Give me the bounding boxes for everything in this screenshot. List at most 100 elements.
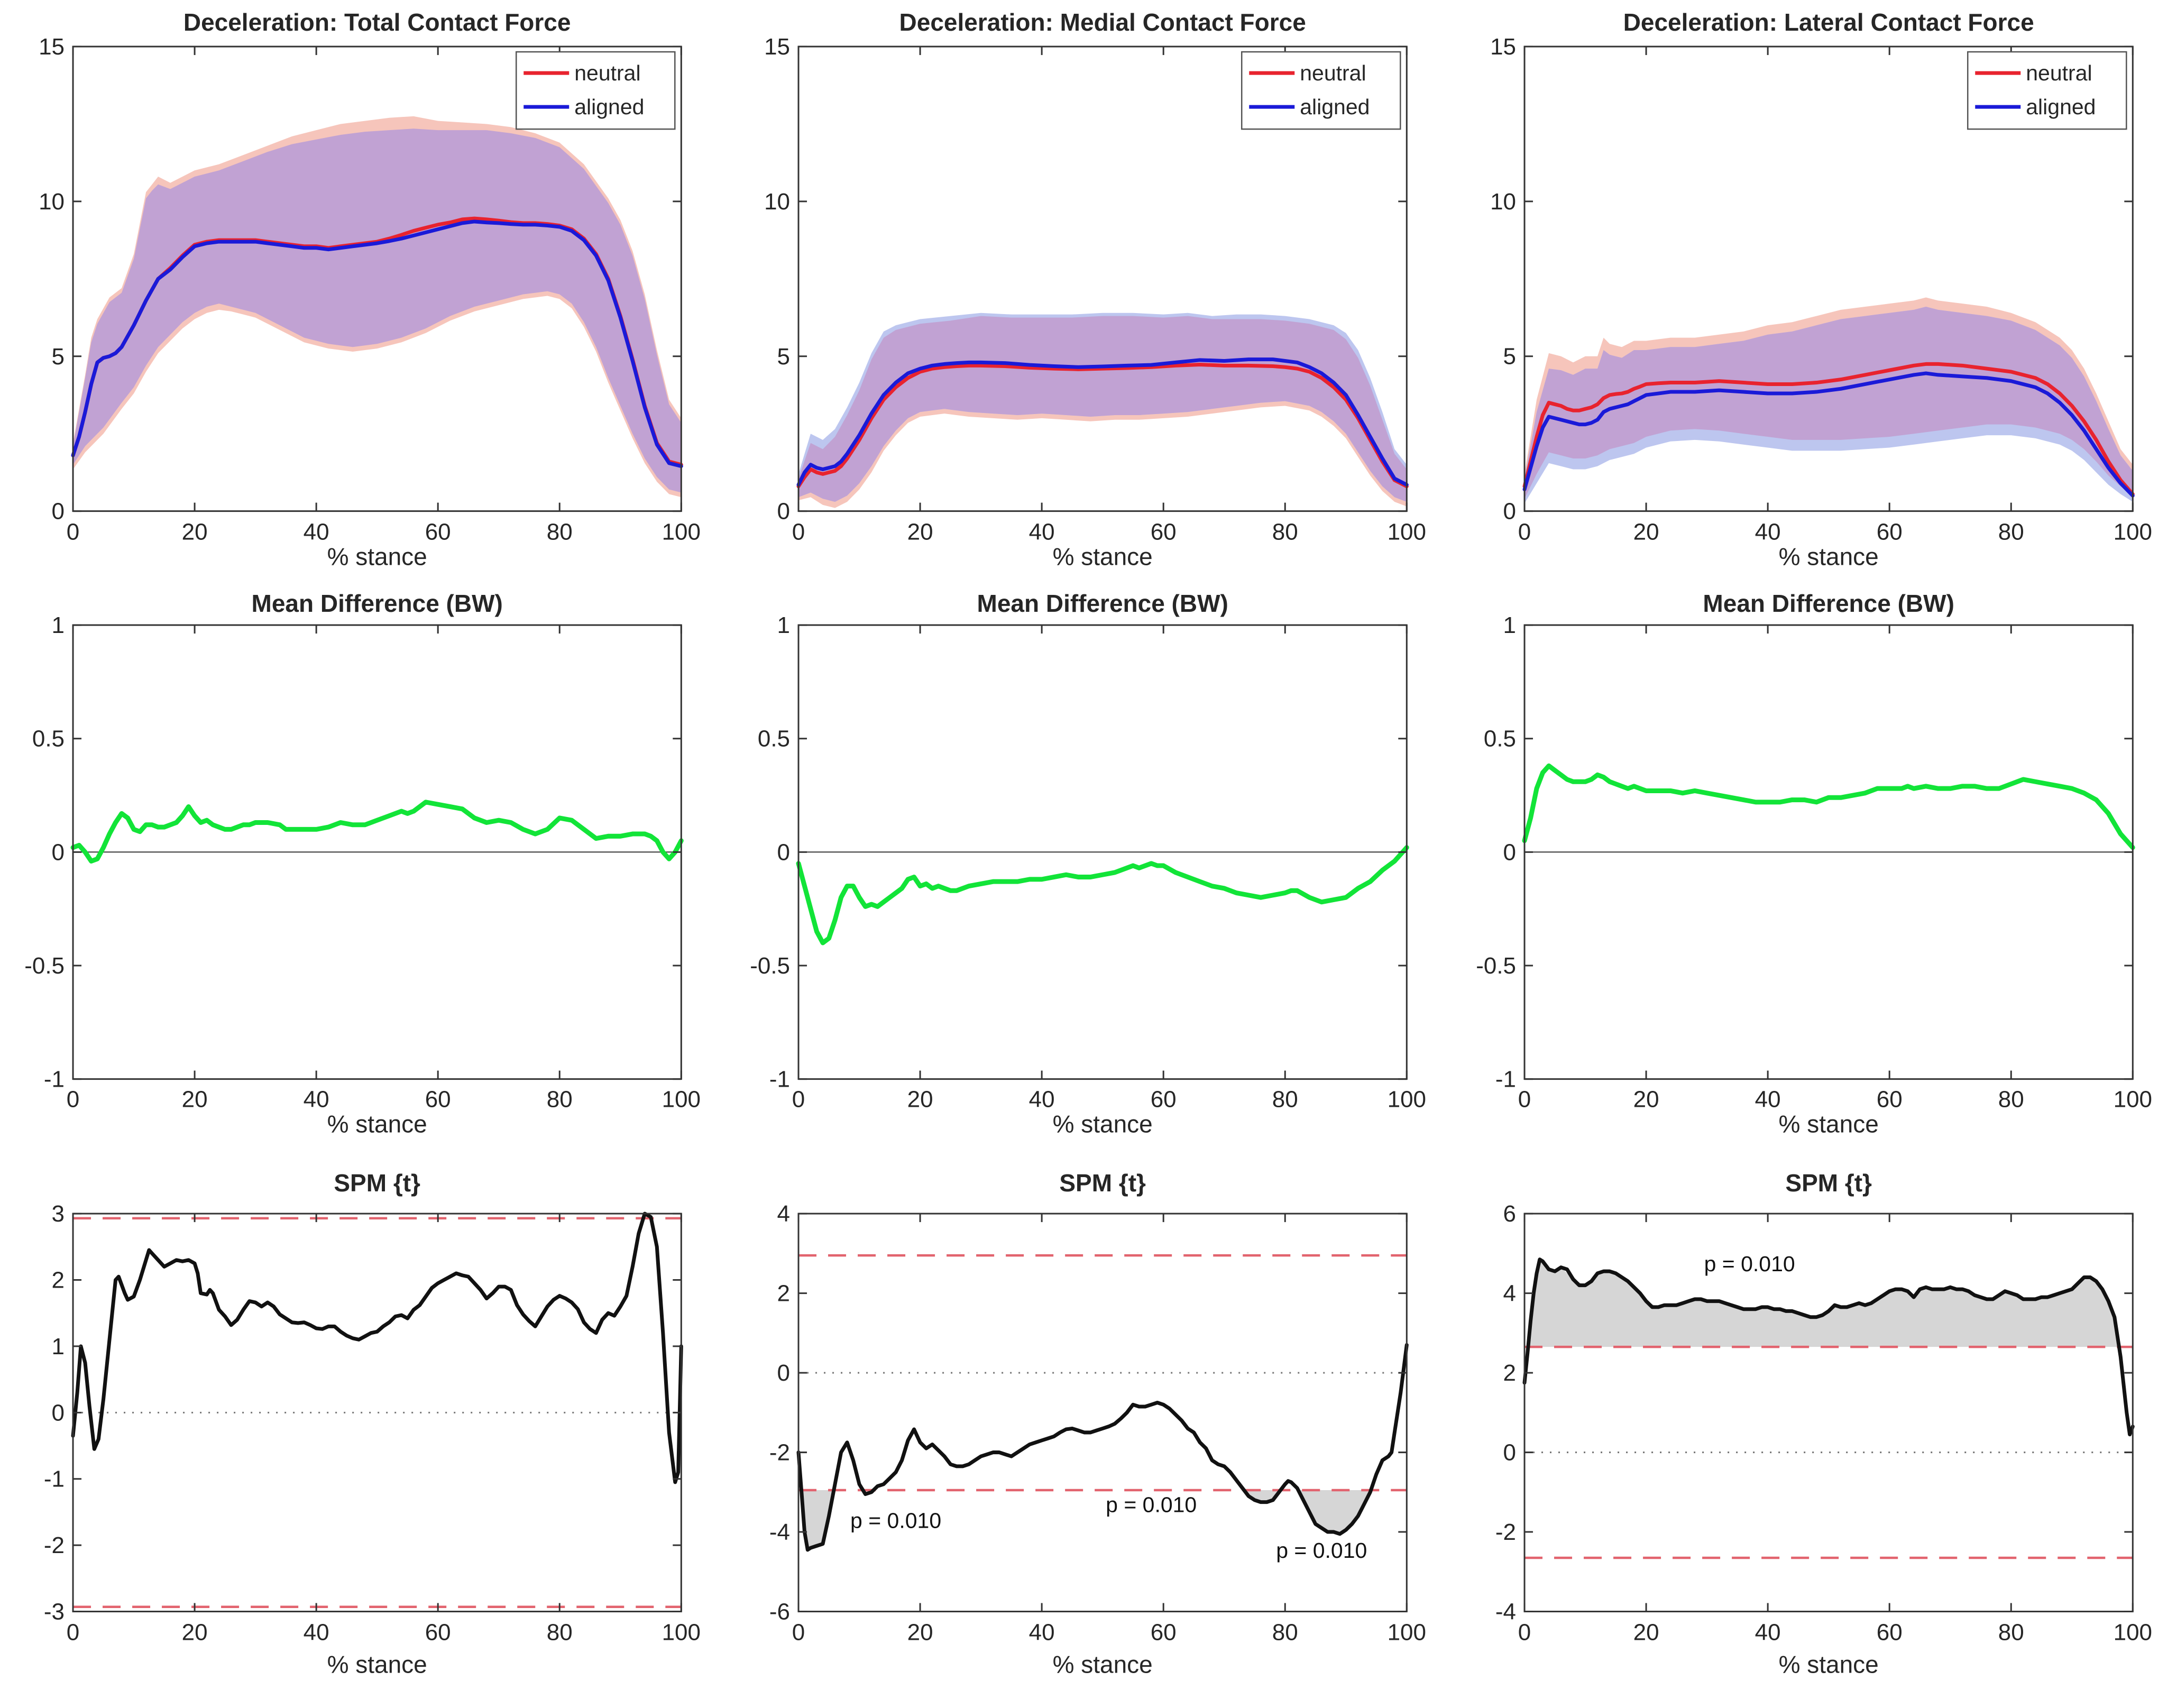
y-tick-label: -4: [1495, 1599, 1516, 1625]
legend-label: aligned: [574, 95, 644, 119]
axes-box: [797, 624, 1408, 1080]
x-tick-label: 60: [425, 1620, 451, 1646]
x-tick-label: 20: [907, 1620, 933, 1646]
y-tick-label: 10: [39, 189, 65, 215]
y-tick-label: 4: [777, 1201, 790, 1227]
x-tick-label: 100: [662, 1620, 701, 1646]
x-tick-label: 40: [1029, 1086, 1055, 1112]
chart-mean-diff-medial: 0 20 40 60 80 100 1 0.5 0 -0.5 -1 Mean Difference (…: [750, 590, 1427, 1138]
plot-title: Mean Difference (BW): [252, 590, 503, 617]
legend-label: aligned: [1300, 95, 1370, 119]
y-tick-label: -6: [769, 1599, 790, 1625]
mean-line-neutral: [1522, 362, 2135, 496]
subplot-spm-medial: 0 20 40 60 80 100 4 2 0 -2 -4 -6 SPM {t}% stance p = …: [725, 1138, 1451, 1708]
x-axis-label: % stance: [1053, 1110, 1153, 1137]
y-tick-label: 1: [1503, 612, 1515, 638]
y-tick-label: 0: [777, 839, 790, 865]
y-tick-label: 0: [1503, 499, 1515, 525]
p-value-label: p = 0.010: [1106, 1493, 1197, 1517]
y-tick-label: 1: [52, 1334, 65, 1360]
subplot-total-contact-force: 0 20 40 60 80 100 0 5 10 15 Deceleration: Total Co…: [0, 0, 725, 570]
axes-box: [1523, 1213, 2134, 1613]
subplot-spm-lateral: 0 20 40 60 80 100 6 4 2 0 -2 -4 SPM {t}% stance p = 0…: [1452, 1138, 2177, 1708]
y-tick-label: -1: [44, 1466, 65, 1492]
x-tick-label: 20: [182, 519, 208, 545]
y-tick-label: -0.5: [24, 953, 65, 979]
subplot-mean-diff-medial: 0 20 40 60 80 100 1 0.5 0 -0.5 -1 Mean Difference (…: [725, 570, 1451, 1139]
y-tick-label: 0: [52, 839, 65, 865]
x-tick-label: 40: [304, 1086, 329, 1112]
x-tick-label: 100: [2113, 1086, 2152, 1112]
x-axis-label: % stance: [1778, 1651, 1878, 1678]
x-tick-label: 60: [425, 519, 451, 545]
legend-label: neutral: [2026, 61, 2092, 85]
plot-title: Deceleration: Lateral Contact Force: [1623, 8, 2034, 36]
x-tick-label: 60: [1151, 519, 1177, 545]
y-tick-label: 6: [1503, 1201, 1515, 1227]
y-tick-label: 0: [1503, 839, 1515, 865]
p-value-label: p = 0.010: [1704, 1252, 1795, 1277]
y-tick-label: 10: [1490, 189, 1516, 215]
y-tick-label: 0: [52, 499, 65, 525]
y-tick-label: 0.5: [32, 726, 65, 751]
x-tick-label: 100: [662, 1086, 701, 1112]
axes-box: [72, 45, 682, 512]
y-tick-label: 4: [1503, 1281, 1515, 1307]
chart-spm-total: 0 20 40 60 80 100 3 2 1 0 -1 -2 -3 SPM {t} % stance: [44, 1169, 701, 1678]
x-tick-label: 100: [2113, 1620, 2152, 1646]
x-tick-label: 60: [1151, 1620, 1177, 1646]
x-tick-label: 40: [304, 519, 329, 545]
difference-line: [70, 800, 684, 864]
plot-title: Mean Difference (BW): [977, 590, 1228, 617]
y-tick-label: 0.5: [1484, 726, 1516, 751]
x-tick-label: 0: [1518, 519, 1530, 545]
x-tick-label: 0: [1518, 1086, 1530, 1112]
x-tick-label: 100: [1388, 1620, 1426, 1646]
subplot-spm-total: 0 20 40 60 80 100 3 2 1 0 -1 -2 -3 SPM {t} % stance: [0, 1138, 725, 1708]
x-axis-label: % stance: [1778, 543, 1878, 570]
y-tick-label: -1: [769, 1066, 790, 1092]
x-tick-label: 20: [182, 1086, 208, 1112]
x-tick-label: 100: [662, 519, 701, 545]
chart-mean-diff-total: 0 20 40 60 80 100 1 0.5 0 -0.5 -1 Mean Difference (…: [24, 590, 701, 1138]
chart-lateral-contact-force: 0 20 40 60 80 100 0 5 10 15 Deceleration: Lateral …: [1490, 8, 2152, 570]
mean-line-aligned: [71, 219, 683, 469]
x-tick-label: 0: [1518, 1620, 1530, 1646]
x-tick-label: 0: [67, 519, 79, 545]
p-value-label: p = 0.010: [850, 1509, 941, 1533]
x-tick-label: 20: [1633, 519, 1659, 545]
x-axis-label: % stance: [327, 543, 427, 570]
x-tick-label: 0: [67, 1620, 79, 1646]
y-tick-label: -1: [1495, 1066, 1516, 1092]
plot-title: Deceleration: Medial Contact Force: [899, 8, 1306, 36]
y-tick-label: -2: [44, 1532, 65, 1558]
significance-fill: [1528, 1259, 2119, 1347]
subplot-lateral-contact-force: 0 20 40 60 80 100 0 5 10 15 Deceleration: Lateral …: [1452, 0, 2177, 570]
x-tick-label: 80: [1272, 1620, 1298, 1646]
confidence-band-purple: [73, 128, 682, 493]
legend-label: aligned: [2026, 95, 2096, 119]
confidence-band-purple: [1524, 307, 2133, 499]
spm-curve: [796, 1343, 1409, 1552]
y-tick-label: 1: [52, 612, 65, 638]
x-tick-label: 80: [547, 1620, 573, 1646]
x-axis-label: % stance: [1053, 543, 1153, 570]
x-tick-label: 80: [1998, 1620, 2024, 1646]
axes-box: [1523, 45, 2134, 512]
difference-line: [796, 844, 1410, 945]
y-tick-label: 0: [52, 1400, 65, 1426]
x-tick-label: 40: [1755, 1086, 1780, 1112]
y-tick-label: 2: [1503, 1360, 1515, 1386]
x-tick-label: 40: [1755, 519, 1780, 545]
y-tick-label: 2: [52, 1268, 65, 1293]
y-tick-label: 5: [1503, 344, 1515, 370]
subplot-mean-diff-total: 0 20 40 60 80 100 1 0.5 0 -0.5 -1 Mean Difference (…: [0, 570, 725, 1139]
y-tick-label: 5: [777, 344, 790, 370]
y-tick-label: -2: [769, 1440, 790, 1466]
confidence-band-purple: [798, 316, 1407, 502]
x-tick-label: 60: [1876, 519, 1902, 545]
chart-mean-diff-lateral: 0 20 40 60 80 100 1 0.5 0 -0.5 -1 Mean Difference (…: [1476, 590, 2152, 1138]
legend-label: neutral: [1300, 61, 1366, 85]
x-tick-label: 0: [792, 1086, 805, 1112]
